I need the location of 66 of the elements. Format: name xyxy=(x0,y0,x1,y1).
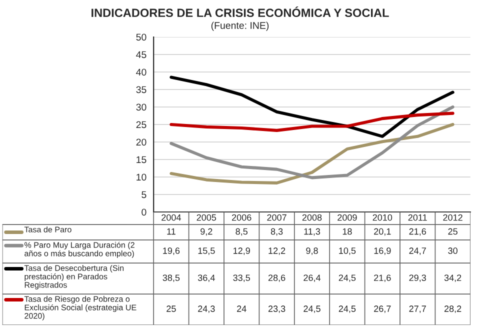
y-tick-label: 35 xyxy=(136,86,146,94)
x-tick-label: 2008 xyxy=(302,214,322,221)
legend-label: Tasa de Desecobertura (Sin prestación) en Parados Registrados xyxy=(24,264,124,290)
data-label: 24,5 xyxy=(338,274,356,282)
x-tick-label: 2011 xyxy=(408,214,427,221)
legend-label: Tasa de Paro xyxy=(24,226,72,232)
data-label: 24,3 xyxy=(198,306,215,314)
data-label: 24,5 xyxy=(304,306,320,314)
data-label: 9,2 xyxy=(200,228,212,236)
data-label: 10,5 xyxy=(339,248,356,255)
x-tick-label: 2006 xyxy=(232,214,252,221)
data-label: 28,2 xyxy=(444,306,462,314)
y-tick-label: 50 xyxy=(136,34,146,41)
data-label: 30 xyxy=(448,248,458,254)
x-tick-label: 2007 xyxy=(267,214,286,221)
x-tick-label: 2012 xyxy=(443,214,462,221)
chart-title: INDICADORES DE LA CRISIS ECONÓMICA Y SOCIAL xyxy=(92,6,389,18)
data-label: 33,5 xyxy=(233,274,250,282)
y-tick-label: 10 xyxy=(136,174,146,181)
data-label: 18 xyxy=(342,228,352,235)
data-label: 24 xyxy=(237,306,246,312)
y-tick-label: 45 xyxy=(136,51,146,58)
legend-label: % Paro Muy Larga Duración (2 años o más buscando empleo) xyxy=(24,242,134,258)
data-label: 15,5 xyxy=(198,248,215,255)
data-label: 27,7 xyxy=(409,306,426,314)
y-tick-label: 40 xyxy=(136,68,146,76)
data-label: 8,5 xyxy=(236,228,248,236)
data-label: 16,9 xyxy=(374,248,391,255)
data-label: 12,9 xyxy=(234,248,250,255)
data-label: 11,3 xyxy=(304,228,320,236)
y-tick-label: 5 xyxy=(142,191,146,198)
y-tick-label: 20 xyxy=(136,138,146,146)
data-label: 21,6 xyxy=(409,228,426,236)
data-label: 19,6 xyxy=(163,248,180,255)
x-tick-label: 2009 xyxy=(338,214,357,221)
data-label: 25 xyxy=(448,228,458,235)
data-label: 21,6 xyxy=(374,274,391,282)
data-label: 11 xyxy=(167,228,176,235)
line-series xyxy=(170,76,454,138)
line-series xyxy=(170,112,454,132)
data-label: 23,3 xyxy=(268,306,286,314)
x-tick-label: 2005 xyxy=(196,214,216,221)
data-label: 34,2 xyxy=(444,274,462,282)
data-label: 8,3 xyxy=(270,228,283,236)
data-label: 29,3 xyxy=(409,274,426,282)
chart-subtitle: (Fuente: INE) xyxy=(211,22,269,31)
data-label: 9,8 xyxy=(306,248,318,255)
x-tick-label: 2010 xyxy=(372,214,392,221)
data-label: 28,6 xyxy=(268,274,286,282)
data-label: 24,7 xyxy=(409,248,426,255)
y-tick-label: 15 xyxy=(136,156,146,164)
data-label: 12,2 xyxy=(268,248,286,255)
data-label: 38,5 xyxy=(162,274,180,282)
data-label: 26,4 xyxy=(304,274,321,282)
y-tick-label: 0 xyxy=(142,208,146,216)
line-series xyxy=(170,105,454,180)
legend-label: Tasa de Riesgo de Pobreza o Exclusión Social (estrategia UE 2020) xyxy=(24,296,136,320)
x-tick-label: 2004 xyxy=(162,214,181,221)
data-label: 36,4 xyxy=(198,274,215,282)
y-tick-label: 25 xyxy=(136,121,146,128)
line-series xyxy=(170,122,454,184)
data-label: 25 xyxy=(166,306,176,312)
data-label: 24,5 xyxy=(338,306,356,314)
data-label: 26,7 xyxy=(374,306,391,314)
y-tick-label: 30 xyxy=(136,104,146,111)
data-label: 20,1 xyxy=(374,228,391,236)
